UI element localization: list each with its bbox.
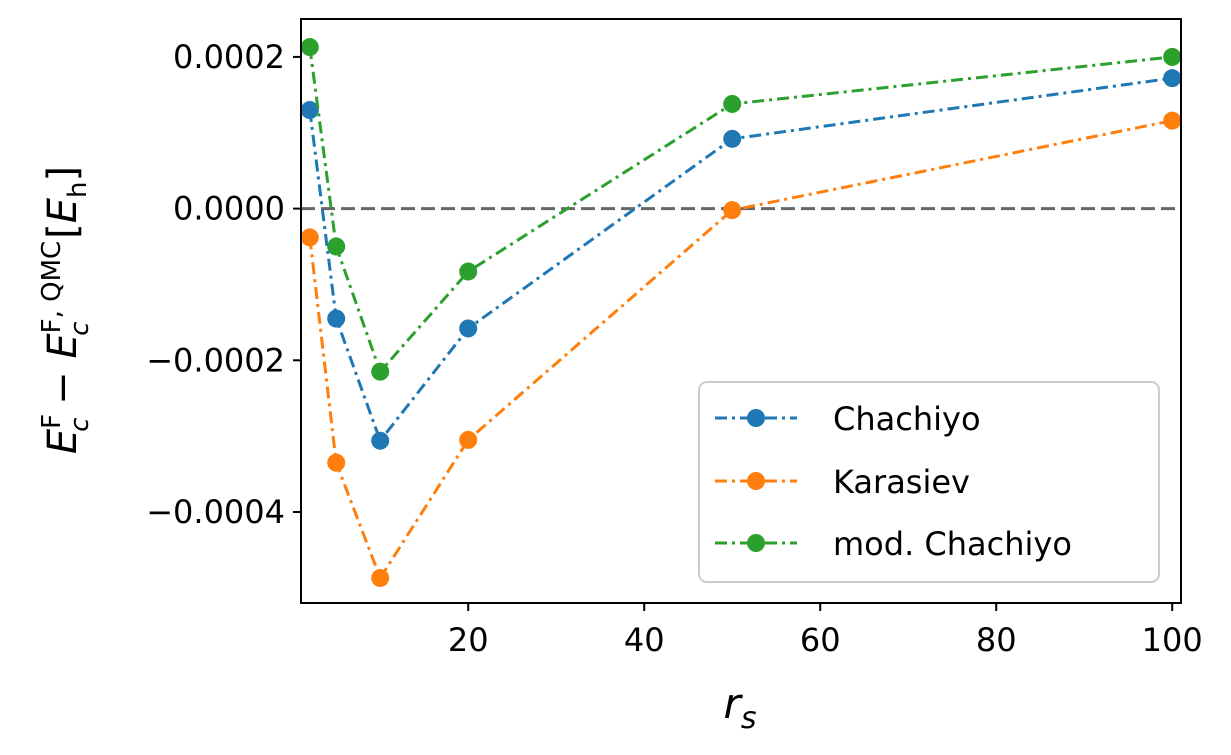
x-tick-label: 60 — [800, 621, 841, 659]
series-line-chachiyo — [308, 76, 1173, 444]
y-tick-label: −0.0004 — [146, 493, 285, 531]
data-point-chachiyo-0 — [300, 101, 319, 120]
data-point-mod-chachiyo-1 — [327, 237, 346, 256]
x-tick-label: 80 — [976, 621, 1017, 659]
data-point-karasiev-1 — [327, 453, 346, 472]
legend-entry-mod-chachiyo: mod. Chachiyo — [715, 525, 1072, 563]
data-point-mod-chachiyo-2 — [371, 362, 390, 381]
legend-entry-karasiev: Karasiev — [715, 463, 970, 501]
axes-layer: 20 40 60 80 100 0.0002 0.0000 −0.0002 −0.0004 — [146, 18, 1203, 659]
svg-text:EFc − EF, QMCc [Eh]: EFc − EF, QMCc [Eh] — [37, 166, 95, 454]
legend-entry-chachiyo: Chachiyo — [715, 400, 981, 438]
x-tick-label: 20 — [448, 621, 489, 659]
data-point-karasiev-0 — [300, 228, 319, 247]
data-point-chachiyo-3 — [459, 319, 478, 338]
series-line-karasiev — [308, 119, 1173, 582]
x-tick-label: 100 — [1142, 621, 1203, 659]
x-tick-label: 40 — [624, 621, 665, 659]
data-point-karasiev-2 — [371, 568, 390, 587]
plot-area — [300, 38, 1182, 587]
data-point-karasiev-3 — [459, 430, 478, 449]
y-tick-label: 0.0000 — [173, 190, 285, 228]
data-point-mod-chachiyo-3 — [459, 262, 478, 281]
legend-frame — [698, 381, 1160, 583]
y-tick-label: −0.0002 — [146, 341, 285, 379]
axes-frame — [300, 18, 1182, 604]
data-point-chachiyo-1 — [327, 309, 346, 328]
data-point-chachiyo-2 — [371, 431, 390, 450]
y-tick-label: 0.0002 — [173, 38, 285, 76]
legend-marker-mod-chachiyo — [747, 534, 765, 552]
data-point-mod-chachiyo-4 — [723, 94, 742, 113]
y-axis-label: EFc − EF, QMCc [Eh] — [37, 166, 95, 454]
legend-label-mod-chachiyo: mod. Chachiyo — [833, 525, 1072, 563]
data-point-karasiev-5 — [1163, 111, 1182, 130]
legend-marker-karasiev — [747, 472, 765, 490]
series-line-mod-chachiyo — [308, 46, 1173, 375]
data-point-chachiyo-5 — [1163, 69, 1182, 88]
data-point-karasiev-4 — [723, 201, 742, 220]
data-point-chachiyo-4 — [723, 129, 742, 148]
x-axis-label: rs — [724, 679, 757, 736]
legend-marker-chachiyo — [747, 409, 765, 427]
data-point-mod-chachiyo-0 — [300, 38, 319, 57]
legend: Chachiyo Karasiev mod. Chachiyo — [698, 381, 1160, 583]
data-point-mod-chachiyo-5 — [1163, 47, 1182, 66]
legend-label-karasiev: Karasiev — [833, 463, 970, 501]
legend-label-chachiyo: Chachiyo — [833, 400, 981, 438]
